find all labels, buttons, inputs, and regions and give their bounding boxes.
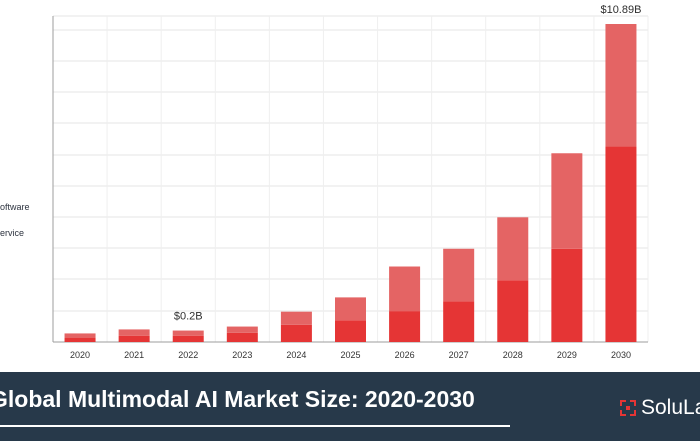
bar-software-2029 bbox=[551, 248, 583, 342]
footer-underline bbox=[0, 425, 510, 427]
bar-service-2029 bbox=[551, 153, 583, 249]
legend-label-service: ervice bbox=[0, 228, 25, 238]
bar-service-2025 bbox=[335, 297, 366, 321]
data-label-2022: $0.2B bbox=[174, 311, 203, 323]
bar-service-2021 bbox=[118, 329, 150, 336]
x-tick-label-2020: 2020 bbox=[70, 350, 90, 360]
brand-logo: SoluLa bbox=[619, 396, 700, 420]
x-tick-label-2029: 2029 bbox=[557, 350, 577, 360]
bar-service-2022 bbox=[172, 330, 204, 336]
bar-software-2028 bbox=[497, 280, 529, 342]
bar-software-2022 bbox=[172, 335, 204, 342]
bar-service-2024 bbox=[280, 311, 312, 325]
x-tick-label-2022: 2022 bbox=[178, 350, 198, 360]
x-tick-label-2021: 2021 bbox=[124, 350, 144, 360]
bar-software-2021 bbox=[118, 335, 150, 342]
x-tick-label-2024: 2024 bbox=[286, 350, 306, 360]
bar-chart: 2020 2021 2022 2023 2024 2025 2026 2027 2028 2029… bbox=[52, 4, 649, 360]
bar-software-2024 bbox=[280, 324, 312, 342]
bar-service-2028 bbox=[497, 217, 529, 281]
footer-title: Global Multimodal AI Market Size: 2020-2… bbox=[0, 386, 475, 412]
x-tick-label-2030: 2030 bbox=[611, 350, 631, 360]
x-tick-label-2025: 2025 bbox=[340, 350, 360, 360]
x-tick-label-2028: 2028 bbox=[503, 350, 523, 360]
bar-software-2027 bbox=[443, 301, 475, 342]
bar-service-2026 bbox=[389, 266, 421, 312]
bar-service-2020 bbox=[64, 333, 96, 338]
brand-name: SoluLa bbox=[641, 396, 700, 419]
bar-service-2023 bbox=[226, 326, 258, 333]
x-tick-label-2027: 2027 bbox=[449, 350, 469, 360]
chart-area: 2020 2021 2022 2023 2024 2025 2026 2027 2028 2029… bbox=[0, 4, 649, 360]
x-tick-label-2026: 2026 bbox=[395, 350, 415, 360]
legend-label-software: oftware bbox=[0, 202, 30, 212]
bar-software-2026 bbox=[389, 311, 421, 342]
bar-service-2030 bbox=[605, 24, 637, 147]
bar-software-2025 bbox=[335, 320, 366, 342]
data-label-2030: $10.89B bbox=[600, 4, 641, 16]
bar-software-2023 bbox=[226, 332, 258, 342]
footer-banner: Global Multimodal AI Market Size: 2020-2… bbox=[0, 372, 700, 441]
bar-service-2027 bbox=[443, 248, 475, 302]
bar-software-2030 bbox=[605, 146, 637, 342]
bar-software-2020 bbox=[64, 337, 96, 342]
brand-mark-icon bbox=[620, 400, 636, 416]
x-tick-label-2023: 2023 bbox=[232, 350, 252, 360]
